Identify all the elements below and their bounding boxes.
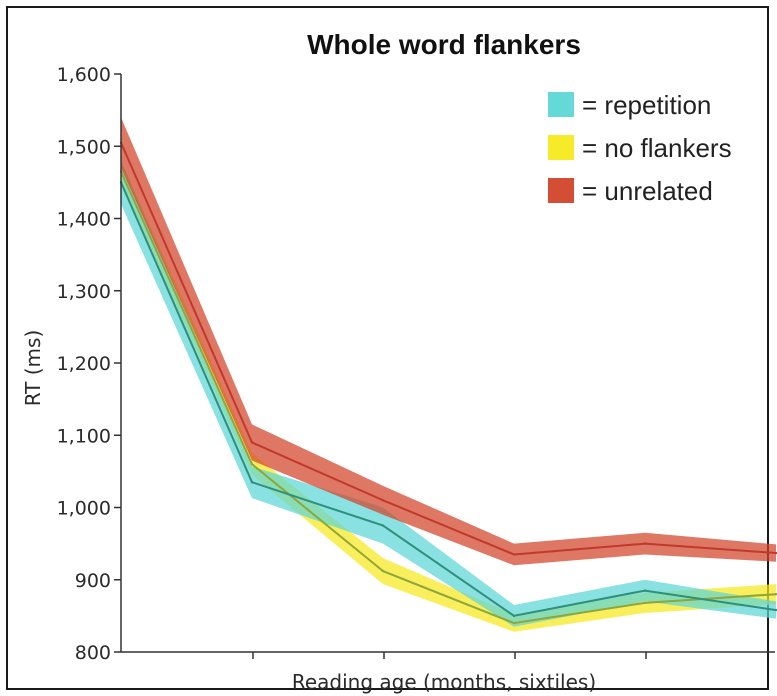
data-point [512, 553, 516, 556]
data-point [381, 499, 385, 502]
x-axis-label: Reading age (months, sixtiles) [292, 670, 596, 694]
data-point [381, 524, 385, 527]
y-tick-label: 1,100 [57, 425, 111, 447]
y-tick-label: 1,600 [57, 64, 111, 86]
series-lines [119, 141, 777, 625]
data-point [643, 542, 647, 545]
data-point [512, 614, 516, 618]
y-tick-label: 1,500 [57, 136, 111, 158]
data-point [643, 589, 647, 592]
legend: = repetition = no flankers = unrelated [548, 90, 732, 206]
series-band-1 [121, 160, 776, 627]
y-axis-label: RT (ms) [21, 330, 45, 407]
data-point [774, 593, 777, 596]
data-point [250, 441, 254, 444]
y-tick-label: 800 [75, 642, 111, 664]
data-point [381, 569, 385, 573]
legend-swatch [548, 135, 574, 160]
data-point [774, 551, 777, 555]
legend-label: = no flankers [582, 133, 732, 163]
legend-swatch [548, 92, 574, 117]
legend-swatch [548, 178, 574, 203]
axes: 800 900 1,000 1,100 1,200 1,300 1,400 1,500 1,60… [57, 64, 775, 664]
chart-title: Whole word flankers [307, 29, 581, 60]
y-tick-label: 1,300 [57, 281, 111, 303]
series-band-2 [121, 117, 776, 566]
legend-label: = repetition [582, 90, 711, 120]
y-tick-label: 1,000 [57, 498, 111, 520]
legend-label: = unrelated [582, 176, 713, 206]
series-line-2 [120, 142, 777, 556]
confidence-bands [121, 117, 776, 632]
y-tick-label: 1,200 [57, 353, 111, 375]
data-point [643, 601, 647, 605]
data-point [512, 621, 516, 625]
data-point [774, 608, 777, 612]
data-point [250, 481, 254, 484]
y-tick-label: 900 [75, 570, 111, 592]
series-line-0 [120, 171, 777, 625]
series-line-1 [120, 181, 777, 617]
data-point [250, 462, 254, 466]
y-tick-label: 1,400 [57, 209, 111, 231]
